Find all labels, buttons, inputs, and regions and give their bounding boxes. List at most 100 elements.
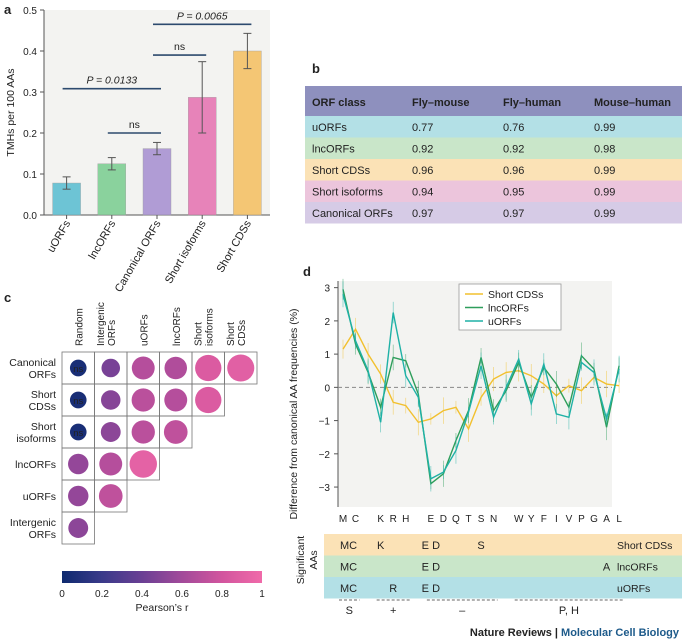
journal-name: Nature Reviews	[469, 627, 552, 639]
heatmap-bubble	[68, 518, 89, 538]
colorbar-tick-label: 0	[59, 589, 65, 600]
sig-aa-mark: MC	[340, 540, 357, 552]
journal-section: Molecular Cell Biology	[561, 627, 679, 639]
significance-label: P = 0.0133	[86, 75, 137, 87]
table-cell: 0.97	[412, 208, 433, 220]
heatmap-bubble	[131, 356, 155, 380]
aa-group-label: +	[390, 605, 396, 617]
heatmap-bubble	[164, 356, 188, 380]
panel-d-x-tick-label: N	[490, 514, 497, 525]
ns-label: ns	[73, 396, 83, 407]
heatmap-bubble	[100, 422, 121, 442]
aa-group-label: –	[459, 605, 466, 617]
table-row	[305, 159, 682, 181]
heatmap-column-label: ORFs	[107, 320, 118, 346]
heatmap-row-label: ORFs	[29, 369, 56, 381]
panel-b-label: b	[312, 61, 320, 76]
table-row	[305, 202, 682, 224]
panel-a-y-tick-label: 0.2	[23, 129, 37, 140]
heatmap-column-label: Random	[74, 308, 85, 346]
heatmap-bubble	[69, 359, 87, 377]
table-row	[305, 137, 682, 159]
panel-d-x-tick-label: C	[352, 514, 359, 525]
table-cell: 0.99	[594, 165, 615, 177]
table-header-cell: ORF class	[312, 97, 366, 109]
heatmap-column-label: uORFs	[139, 314, 150, 346]
panel-d-x-tick-label: P	[578, 514, 585, 525]
panel-d-x-tick-label: Q	[452, 514, 460, 525]
heatmap-bubble	[163, 420, 188, 444]
sig-aa-label: AAs	[308, 550, 320, 569]
legend-label: lncORFs	[488, 303, 529, 315]
sig-aa-mark: K	[377, 540, 385, 552]
table-cell: Short isoforms	[312, 187, 383, 199]
bar-lncorfs	[97, 163, 127, 216]
sig-aa-mark: R	[389, 583, 397, 595]
aa-group-label: P, H	[559, 605, 579, 617]
colorbar-tick-label: 0.8	[215, 589, 229, 600]
panel-a-label: a	[4, 2, 12, 17]
sig-aa-row	[324, 534, 682, 556]
table-header-cell: Mouse–human	[594, 97, 671, 109]
heatmap-bubble	[164, 388, 188, 412]
table-cell: 0.95	[503, 187, 524, 199]
table-header-cell: Fly–human	[503, 97, 561, 109]
sig-aa-mark: S	[477, 540, 484, 552]
heatmap-row-label: Short	[31, 389, 56, 401]
credit-separator: |	[551, 627, 562, 639]
heatmap-cell	[159, 415, 193, 449]
sig-aa-mark: E D	[422, 540, 440, 552]
heatmap-bubble	[69, 423, 87, 441]
heatmap-row-label: isoforms	[16, 433, 56, 445]
heatmap-cell	[61, 511, 95, 545]
heatmap-cell	[191, 383, 225, 417]
table-cell: lncORFs	[312, 144, 355, 156]
table-cell: Short CDSs	[312, 165, 371, 177]
heatmap-cell	[224, 351, 258, 385]
panel-a-x-tick-label: Canonical ORFs	[113, 218, 164, 294]
sig-aa-mark: E D	[422, 562, 440, 574]
sig-aa-mark: E D	[422, 583, 440, 595]
heatmap-row-label: CDSs	[29, 401, 56, 413]
heatmap-cell	[94, 479, 128, 513]
panel-d-x-tick-label: D	[440, 514, 447, 525]
panel-a-x-tick-label: Short isoforms	[163, 218, 209, 286]
panel-a-x-tick-label: lncORFs	[87, 218, 119, 261]
colorbar-tick-label: 0.6	[175, 589, 189, 600]
panel-a-x-tick-label: Short CDSs	[215, 218, 255, 275]
heatmap-bubble	[99, 452, 123, 476]
panel-d-x-tick-label: Y	[528, 514, 535, 525]
panel-d-x-tick-label: R	[390, 514, 397, 525]
aa-group-label: S	[346, 605, 353, 617]
sig-aa-row-label: uORFs	[617, 583, 650, 595]
table-cell: 0.97	[503, 208, 524, 220]
heatmap-bubble	[101, 358, 121, 378]
sig-aa-row	[324, 577, 682, 599]
significance-label: P = 0.0065	[177, 10, 228, 22]
panel-d-x-tick-label: H	[402, 514, 409, 525]
heatmap-bubble	[131, 420, 155, 444]
sig-aa-row-label: Short CDSs	[617, 540, 672, 552]
panel-d-x-tick-label: A	[603, 514, 610, 525]
panel-a-x-tick-label: uORFs	[45, 218, 73, 255]
table-header-cell: Fly–mouse	[412, 97, 469, 109]
table-cell: 0.76	[503, 122, 524, 134]
colorbar-tick-label: 0.2	[95, 589, 109, 600]
journal-credit: Nature Reviews | Molecular Cell Biology	[470, 627, 679, 639]
panel-d-x-tick-label: T	[465, 514, 471, 525]
table-cell: uORFs	[312, 122, 347, 134]
heatmap-bubble	[129, 450, 157, 478]
panel-d-x-tick-label: F	[541, 514, 547, 525]
panel-d-x-tick-label: M	[339, 514, 347, 525]
panel-d-x-tick-label: S	[478, 514, 485, 525]
panel-d-y-tick-label: 2	[324, 317, 330, 328]
table-cell: 0.92	[412, 144, 433, 156]
sig-aa-row	[324, 555, 682, 577]
heatmap-row-label: Canonical	[9, 357, 56, 369]
heatmap-cell	[126, 447, 160, 481]
sig-aa-label: Significant	[295, 536, 307, 585]
heatmap-row-label: lncORFs	[15, 459, 56, 471]
heatmap-column-label: Short	[226, 322, 237, 346]
heatmap-bubble	[98, 484, 123, 508]
table-cell: 0.77	[412, 122, 433, 134]
